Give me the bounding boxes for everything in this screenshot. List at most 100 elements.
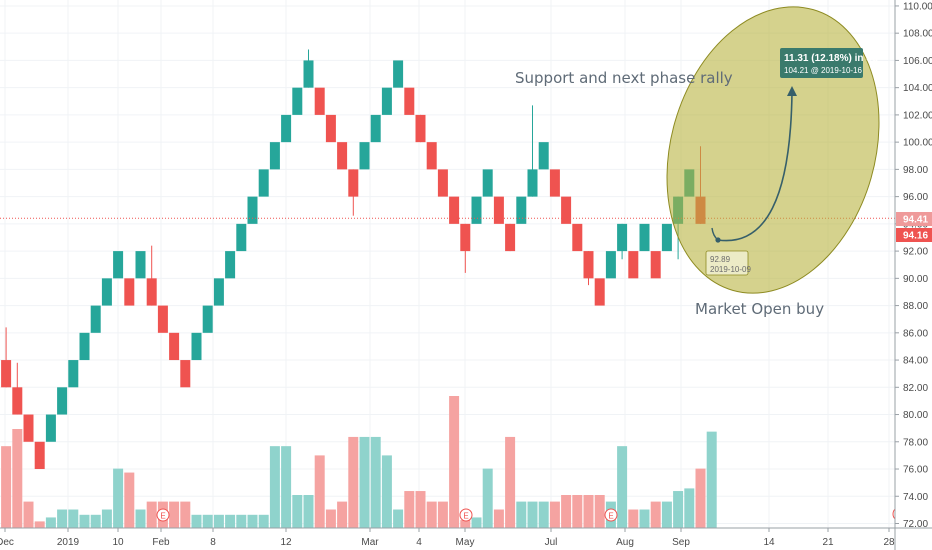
volume-bar (661, 501, 672, 528)
earnings-marker-label: E (608, 512, 613, 521)
annotations: Support and next phase rally Market Open… (515, 69, 824, 318)
renko-brick (12, 387, 23, 415)
renko-brick (549, 169, 560, 197)
renko-brick (617, 223, 628, 252)
volume-bar (684, 488, 695, 528)
volume-bar (79, 514, 90, 528)
renko-brick (191, 332, 202, 361)
earnings-marker (156, 508, 170, 522)
renko-brick (505, 223, 516, 252)
projection-label-main: 11.31 (12.18%) in 8d (784, 53, 878, 64)
renko-brick (426, 142, 437, 170)
renko-brick (325, 114, 336, 143)
volume-bar (191, 514, 202, 528)
renko-brick (404, 87, 415, 115)
x-tick-label: 4 (416, 537, 422, 548)
renko-brick (68, 360, 79, 388)
x-tick-label: Jul (545, 537, 558, 548)
y-tick-label: 110.00 (903, 1, 932, 12)
volume-bar (359, 436, 370, 528)
renko-brick (79, 332, 90, 361)
volume-bar (538, 501, 549, 528)
price-tag-bottom-label: 94.16 (903, 231, 928, 242)
volume-bar (549, 501, 560, 528)
earnings-marker (604, 508, 618, 522)
renko-brick (583, 251, 594, 279)
volume-bar (381, 455, 392, 528)
renko-brick (393, 60, 404, 88)
renko-brick (225, 251, 236, 279)
renko-brick (415, 114, 426, 143)
renko-brick (247, 196, 258, 224)
volume-bar (449, 396, 460, 528)
renko-brick (561, 196, 572, 224)
volume-bar (617, 446, 628, 528)
volume-bar (393, 509, 404, 528)
renko-brick (482, 169, 493, 197)
projection-ellipse: 11.31 (12.18%) in 8d 104.21 @ 2019-10-16 9… (666, 6, 880, 294)
x-tick-label: Dec (0, 537, 14, 548)
renko-brick (538, 142, 549, 170)
projection-label-box (780, 48, 863, 78)
y-tick-label: 84.00 (903, 356, 928, 367)
projection-curve (717, 91, 793, 242)
volume-bar (213, 514, 224, 528)
volume-bar (639, 509, 650, 528)
volume-bar (572, 495, 583, 528)
volume-bar (695, 468, 706, 528)
x-tick-label: Feb (152, 537, 170, 548)
renko-brick (90, 305, 101, 333)
volume-bar (1, 446, 12, 528)
renko-brick (572, 223, 583, 252)
renko-brick (292, 87, 303, 115)
x-tick-label: 21 (822, 537, 834, 548)
y-tick-label: 76.00 (903, 465, 928, 476)
y-tick-label: 74.00 (903, 492, 928, 503)
volume-bar (146, 501, 157, 528)
renko-brick (23, 414, 34, 442)
renko-brick (437, 169, 448, 197)
renko-brick (460, 223, 471, 252)
volume-bar (628, 509, 639, 528)
y-tick-label: 98.00 (903, 165, 928, 176)
volume-bar (482, 468, 493, 528)
renko-brick (169, 332, 180, 361)
volume-bar (113, 468, 124, 528)
projection-label-sub: 104.21 @ 2019-10-16 (784, 66, 863, 75)
renko-brick (527, 169, 538, 197)
renko-brick (45, 414, 56, 442)
volume-bar (471, 517, 482, 528)
volume-bar (673, 491, 684, 528)
renko-brick (605, 251, 616, 279)
volume-bar (493, 509, 504, 528)
price-tag-bottom (896, 228, 932, 242)
volume-bar (269, 446, 280, 528)
renko-brick (57, 387, 68, 415)
x-tick-label: 2019 (57, 537, 80, 548)
volume-bar (527, 501, 538, 528)
volume-bar (12, 429, 23, 528)
renko-brick (213, 278, 224, 306)
volume-bar (370, 436, 381, 528)
renko-brick (135, 251, 146, 279)
y-tick-label: 80.00 (903, 410, 928, 421)
renko-brick (124, 278, 135, 306)
volume-bar (505, 436, 516, 528)
entry-label-sub: 2019-10-09 (710, 265, 751, 274)
volume-bar (583, 495, 594, 528)
volume-bar (90, 514, 101, 528)
volume-bar (561, 495, 572, 528)
highlight-ellipse (666, 6, 880, 294)
y-tick-label: 90.00 (903, 274, 928, 285)
x-tick-label: 8 (210, 537, 216, 548)
volume-bar (516, 501, 527, 528)
volume-bar (594, 495, 605, 528)
x-tick-label: 10 (112, 537, 124, 548)
renko-brick (1, 360, 12, 388)
renko-brick (303, 60, 314, 88)
volume-bar (404, 491, 415, 528)
renko-brick (113, 251, 124, 279)
volume-bar (124, 472, 135, 528)
volume-bar (303, 495, 314, 528)
